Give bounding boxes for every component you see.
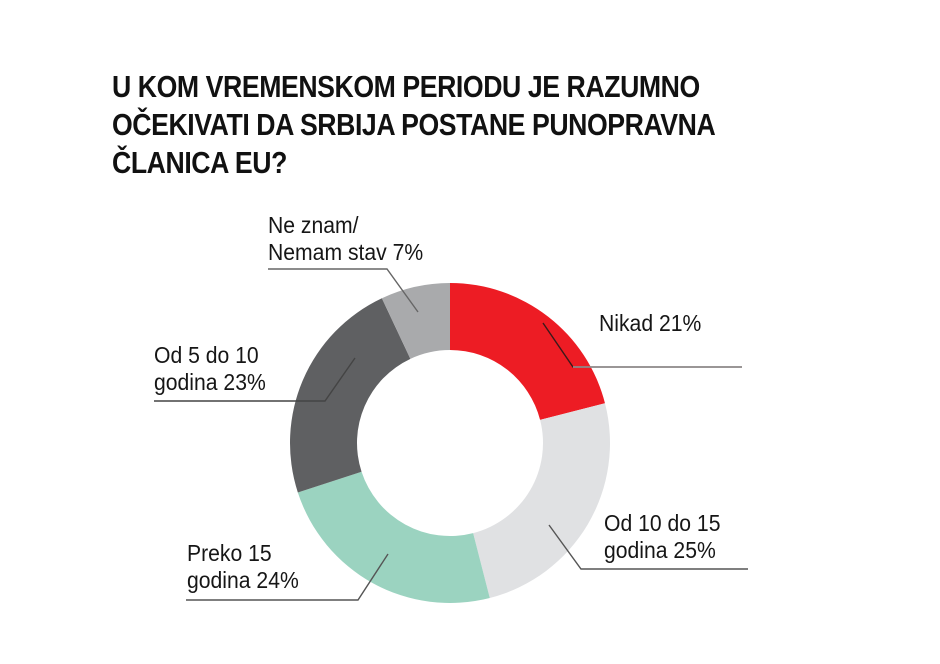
label-preko15-line1: Preko 15 <box>187 540 272 566</box>
label-od10do15: Od 10 do 15 godina 25% <box>604 510 720 564</box>
donut-slices <box>289 283 610 603</box>
slice-od10do15 <box>473 403 610 598</box>
label-neznam-line1: Ne znam/ <box>268 212 359 238</box>
leader-lines <box>154 268 748 601</box>
leader-line-preko15 <box>186 553 389 601</box>
label-od5do10: Od 5 do 10 godina 23% <box>154 342 266 396</box>
label-nikad-text: Nikad 21% <box>599 310 702 336</box>
label-od10do15-line1: Od 10 do 15 <box>604 510 721 536</box>
leader-line-neznam <box>268 268 419 313</box>
label-od10do15-line2: godina 25% <box>604 537 716 563</box>
label-od5do10-line1: Od 5 do 10 <box>154 342 259 368</box>
leader-line-od10do15 <box>548 524 748 570</box>
label-preko15: Preko 15 godina 24% <box>187 540 299 594</box>
leader-line-od5do10 <box>154 357 356 402</box>
slice-od5do10 <box>289 298 411 493</box>
title-line-1: U KOM VREMENSKOM PERIODU JE RAZUMNO <box>112 69 700 104</box>
slice-nikad <box>450 283 605 420</box>
title-line-3: ČLANICA EU? <box>112 145 287 180</box>
label-neznam: Ne znam/ Nemam stav 7% <box>268 212 423 266</box>
label-neznam-line2: Nemam stav 7% <box>268 239 424 265</box>
chart-title: U KOM VREMENSKOM PERIODU JE RAZUMNO OČEK… <box>112 68 716 182</box>
label-nikad: Nikad 21% <box>599 310 701 337</box>
title-line-2: OČEKIVATI DA SRBIJA POSTANE PUNOPRAVNA <box>112 107 716 142</box>
label-preko15-line2: godina 24% <box>187 567 299 593</box>
label-od5do10-line2: godina 23% <box>154 369 266 395</box>
slice-preko15 <box>297 471 490 603</box>
slice-neznam <box>381 283 450 359</box>
